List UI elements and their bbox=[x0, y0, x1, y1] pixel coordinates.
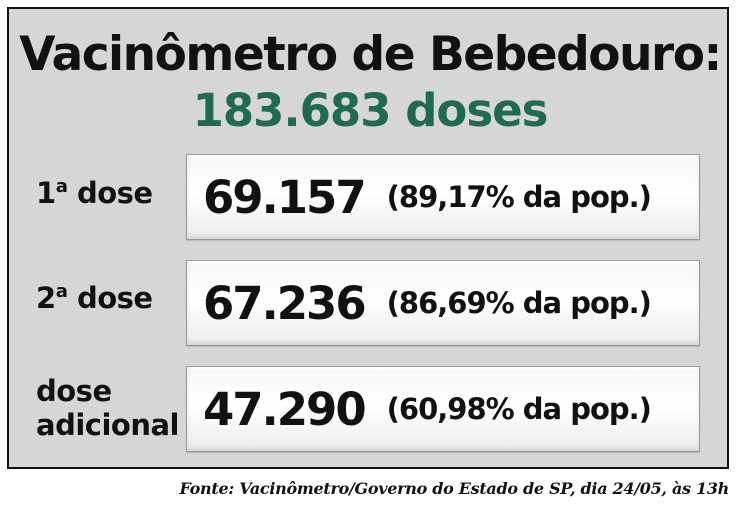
first-dose-percent: (89,17% da pop.) bbox=[386, 180, 652, 214]
row-label-line1: dose bbox=[36, 374, 112, 408]
additional-dose-percent: (60,98% da pop.) bbox=[386, 392, 652, 426]
row-label-ordinal: a bbox=[55, 176, 68, 197]
row-label-text: dose bbox=[67, 281, 153, 315]
row-label-first-dose: 1a dose bbox=[36, 176, 153, 210]
row-label-number: 2 bbox=[36, 281, 56, 315]
source-caption: Fonte: Vacinômetro/Governo do Estado de … bbox=[179, 479, 729, 498]
first-dose-box: 69.157 (89,17% da pop.) bbox=[186, 154, 700, 240]
row-label-ordinal: a bbox=[55, 281, 68, 302]
first-dose-count: 69.157 bbox=[203, 170, 367, 224]
additional-dose-count: 47.290 bbox=[203, 382, 367, 436]
row-label-additional-dose: dose adicional bbox=[36, 374, 179, 442]
row-label-second-dose: 2a dose bbox=[36, 281, 153, 315]
row-label-number: 1 bbox=[36, 176, 56, 210]
second-dose-box: 67.236 (86,69% da pop.) bbox=[186, 260, 700, 346]
page-title: Vacinômetro de Bebedouro: bbox=[19, 27, 722, 82]
second-dose-percent: (86,69% da pop.) bbox=[386, 286, 652, 320]
row-label-text: dose bbox=[67, 176, 153, 210]
second-dose-count: 67.236 bbox=[203, 276, 367, 330]
row-label-line2: adicional bbox=[36, 408, 179, 442]
total-doses: 183.683 doses bbox=[192, 84, 549, 137]
vaccine-panel: Vacinômetro de Bebedouro: 183.683 doses … bbox=[7, 7, 729, 469]
additional-dose-box: 47.290 (60,98% da pop.) bbox=[186, 366, 700, 452]
